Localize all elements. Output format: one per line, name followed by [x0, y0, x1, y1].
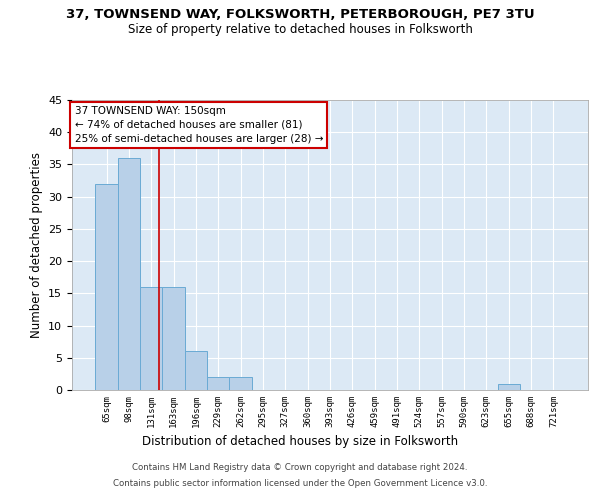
- Y-axis label: Number of detached properties: Number of detached properties: [29, 152, 43, 338]
- Bar: [185, 352, 207, 390]
- Bar: [229, 377, 252, 390]
- Text: Size of property relative to detached houses in Folksworth: Size of property relative to detached ho…: [128, 22, 472, 36]
- Text: Contains HM Land Registry data © Crown copyright and database right 2024.: Contains HM Land Registry data © Crown c…: [132, 464, 468, 472]
- Text: 37, TOWNSEND WAY, FOLKSWORTH, PETERBOROUGH, PE7 3TU: 37, TOWNSEND WAY, FOLKSWORTH, PETERBOROU…: [65, 8, 535, 20]
- Text: 37 TOWNSEND WAY: 150sqm
← 74% of detached houses are smaller (81)
25% of semi-de: 37 TOWNSEND WAY: 150sqm ← 74% of detache…: [74, 106, 323, 144]
- Bar: [140, 287, 163, 390]
- Bar: [497, 384, 520, 390]
- Text: Contains public sector information licensed under the Open Government Licence v3: Contains public sector information licen…: [113, 478, 487, 488]
- Bar: [207, 377, 229, 390]
- Text: Distribution of detached houses by size in Folksworth: Distribution of detached houses by size …: [142, 435, 458, 448]
- Bar: [95, 184, 118, 390]
- Bar: [118, 158, 140, 390]
- Bar: [163, 287, 185, 390]
